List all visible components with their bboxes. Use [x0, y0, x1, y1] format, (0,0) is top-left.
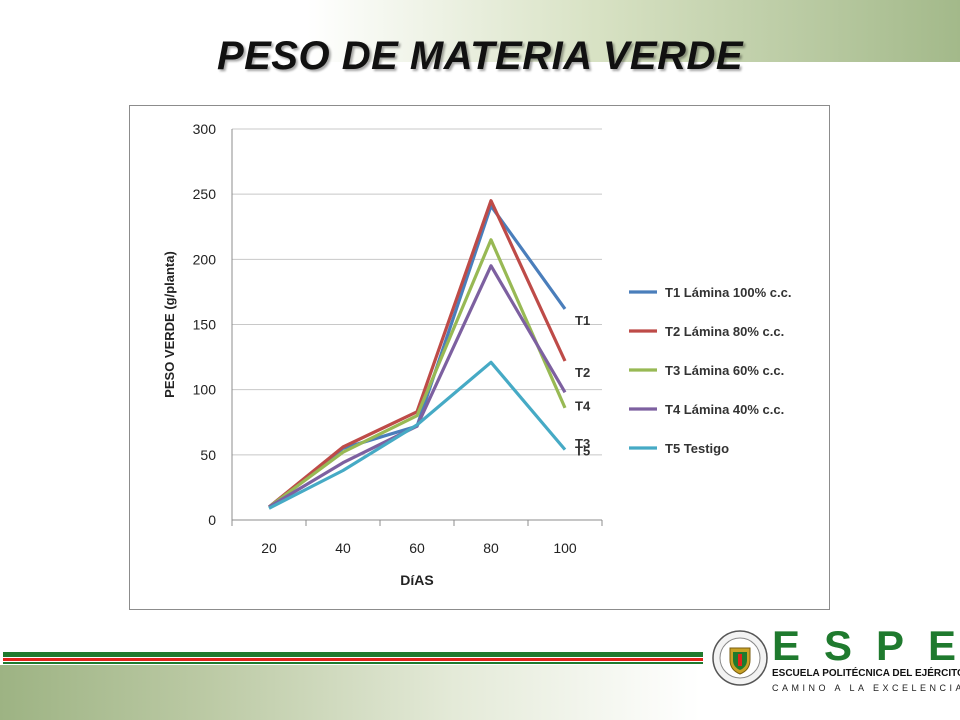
- x-tick-label: 100: [553, 540, 577, 556]
- x-axis-title: DíAS: [400, 572, 433, 588]
- y-tick-label: 150: [193, 317, 217, 333]
- series-line-t1: [268, 204, 567, 509]
- end-label-t5: T5: [575, 444, 590, 459]
- legend-label-t1: T1 Lámina 100% c.c.: [665, 285, 791, 300]
- logo-letters: ESPE: [772, 622, 960, 669]
- end-label-t4: T4: [575, 398, 591, 413]
- x-tick-label: 40: [335, 540, 351, 556]
- y-tick-label: 300: [193, 121, 217, 137]
- x-tick-label: 20: [261, 540, 277, 556]
- y-tick-label: 50: [200, 447, 216, 463]
- line-chart: 0 50 100 150 200 250 300 20 40 60 80 100 DíAS PESO VE…: [162, 121, 791, 588]
- legend-label-t3: T3 Lámina 60% c.c.: [665, 363, 784, 378]
- chart-frame: 0 50 100 150 200 250 300 20 40 60 80 100 DíAS PESO VE…: [129, 105, 830, 610]
- footer-stripe-green: [3, 652, 703, 657]
- end-label-t1: T1: [575, 313, 590, 328]
- footer-stripe-red: [3, 658, 703, 661]
- logo-subtitle: ESCUELA POLITÉCNICA DEL EJÉRCITO: [772, 668, 960, 679]
- y-tick-label: 100: [193, 382, 217, 398]
- top-decorative-band: [0, 0, 960, 62]
- x-tick-label: 80: [483, 540, 499, 556]
- footer-stripe-green-thin: [3, 662, 703, 664]
- legend-label-t5: T5 Testigo: [665, 441, 729, 456]
- end-label-t2: T2: [575, 365, 590, 380]
- slide-title: PESO DE MATERIA VERDE: [216, 34, 744, 78]
- end-label-t3: T3: [575, 436, 590, 451]
- series-line-t5: [268, 360, 567, 510]
- legend-label-t2: T2 Lámina 80% c.c.: [665, 324, 784, 339]
- legend-label-t4: T4 Lámina 40% c.c.: [665, 402, 784, 417]
- y-tick-label: 200: [193, 251, 217, 267]
- espe-seal-icon: [712, 630, 768, 686]
- series-line-t3: [268, 238, 567, 509]
- bottom-decorative-band: [0, 665, 700, 720]
- y-tick-label: 0: [208, 512, 216, 528]
- x-tick-label: 60: [409, 540, 425, 556]
- logo-motto: CAMINO A LA EXCELENCIA: [772, 683, 960, 693]
- y-tick-label: 250: [193, 186, 217, 202]
- y-axis-title: PESO VERDE (g/planta): [162, 251, 177, 398]
